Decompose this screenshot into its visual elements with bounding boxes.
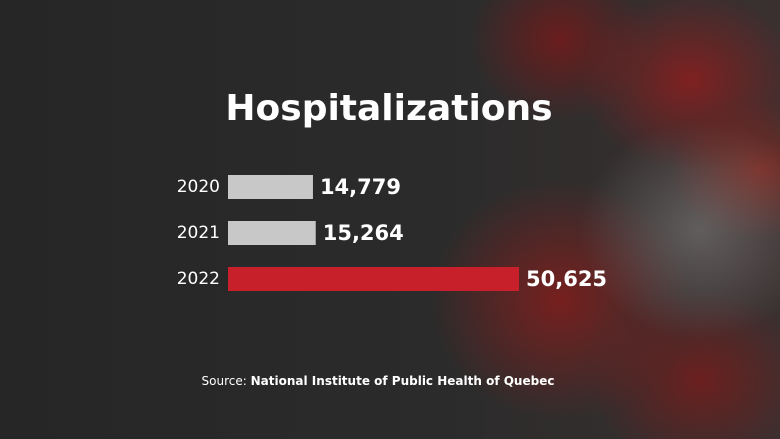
bar <box>228 175 313 199</box>
source-name: National Institute of Public Health of Q… <box>251 374 555 388</box>
value-label: 15,264 <box>323 221 404 245</box>
source-label: Source: <box>202 374 247 388</box>
bar <box>228 267 519 291</box>
category-label: 2022 <box>177 269 220 289</box>
bar <box>228 221 316 245</box>
source: Source: National Institute of Public Hea… <box>202 374 555 388</box>
category-label: 2021 <box>177 223 220 243</box>
chart-title: Hospitalizations <box>225 88 552 129</box>
value-label: 14,779 <box>320 175 401 199</box>
category-label: 2020 <box>177 177 220 197</box>
value-label: 50,625 <box>526 267 607 291</box>
